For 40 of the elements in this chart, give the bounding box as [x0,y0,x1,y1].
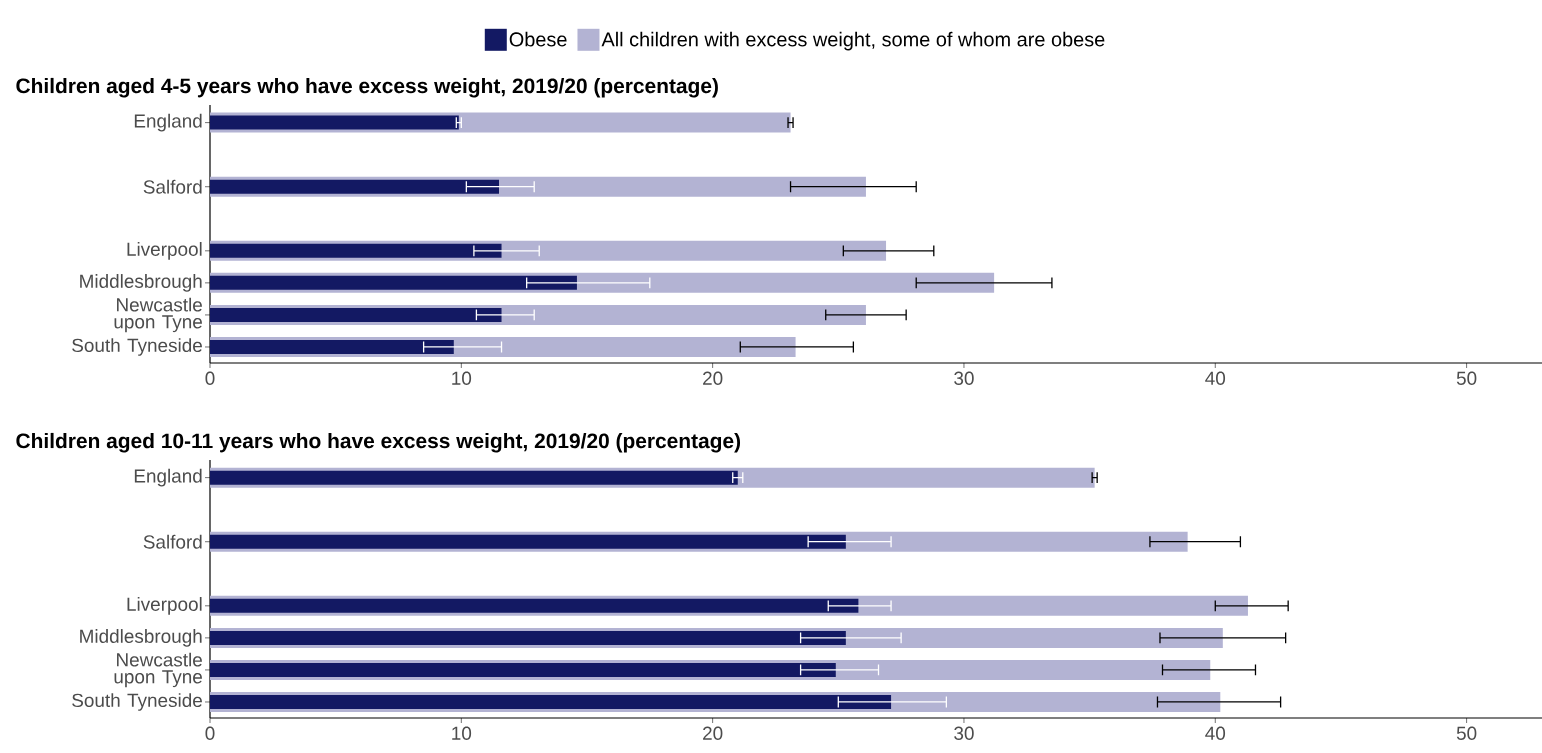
x-tick-label: 30 [954,371,974,385]
chart-title: Children aged 4-5 years who have excess weight, 2019/20 (percentage) [16,77,718,98]
y-tick-label: South Tyneside [72,693,202,711]
bar [210,339,454,354]
y-tick-label: England [134,468,202,487]
x-tick-label: 50 [1456,726,1477,740]
y-tick-label: Middlesbrough [80,629,202,647]
y-tick-label: South Tyneside [72,338,202,356]
x-tick-label: 0 [205,726,215,740]
y-tick-label: Salford [143,534,202,549]
y-tick-label: Salford [143,179,202,194]
x-tick-label: 30 [954,726,974,740]
y-tick-label: Liverpool [127,242,202,260]
y-tick-label: Middlesbrough [80,274,202,292]
bar [210,470,738,485]
bar [210,115,459,130]
bar [210,694,892,709]
x-tick-label: 40 [1205,371,1226,385]
bar [210,179,500,194]
legend-label: Obese [509,31,567,47]
x-tick-label: 10 [452,726,472,740]
bar [210,534,846,549]
bar [210,275,577,290]
y-tick-label: Newcastle upon Tyne [114,652,202,688]
y-tick-label: Newcastle upon Tyne [114,297,202,333]
bar [210,662,836,677]
y-tick-label: England [134,113,202,132]
bar [210,307,502,322]
x-tick-label: 20 [703,726,723,740]
bar [210,598,859,613]
bar [210,243,502,258]
x-tick-label: 20 [703,371,723,385]
x-tick-label: 40 [1205,726,1226,740]
x-tick-label: 50 [1456,371,1477,385]
x-tick-label: 0 [205,371,215,385]
y-tick-label: Liverpool [127,597,202,615]
x-tick-label: 10 [452,371,472,385]
chart-title: Children aged 10-11 years who have excess weight, 2019/20 (percentage) [16,432,741,453]
bar [210,630,846,645]
legend-label: All children with excess weight, some of whom are obese [601,31,1105,51]
